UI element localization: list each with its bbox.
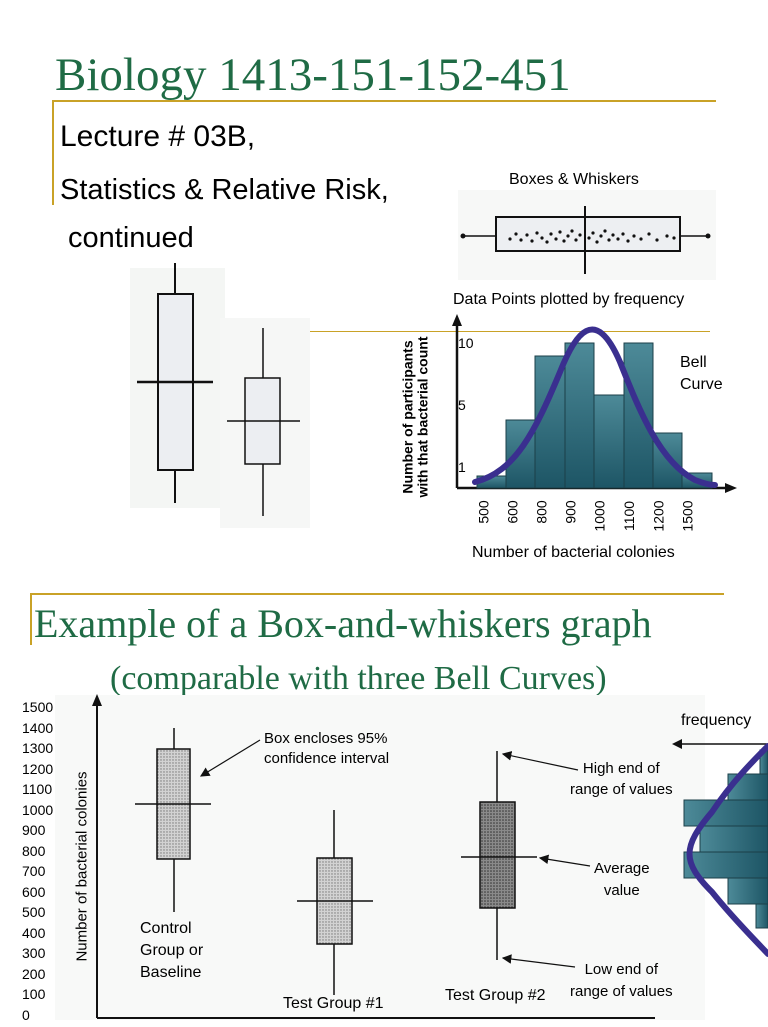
boxplot-ytick: 1200 — [22, 761, 67, 782]
annotation-confidence-interval: Box encloses 95% confidence interval — [264, 729, 389, 769]
histogram-x-axis-label: Number of bacterial colonies — [472, 544, 675, 562]
mini-box-whisker-plot — [458, 190, 716, 280]
group-label-test1: Test Group #1 — [283, 995, 384, 1013]
lecture-topic: Statistics & Relative Risk, — [60, 174, 389, 207]
hist-xtick: 800 — [534, 500, 550, 523]
boxplot-ytick: 900 — [22, 822, 67, 843]
hist-x-ticks: 500 600 800 900 1000 1100 1200 1500 — [470, 492, 730, 542]
slide2-top-rule — [30, 593, 724, 595]
boxes-whiskers-label: Boxes & Whiskers — [509, 171, 639, 189]
boxplot-ytick: 100 — [22, 986, 67, 1007]
hist-xtick: 900 — [563, 500, 579, 523]
title-left-rule — [52, 100, 54, 205]
boxplot-y-ticks: 1500 1400 1300 1200 1100 1000 900 800 70… — [22, 699, 67, 1027]
hist-xtick: 1200 — [651, 500, 667, 531]
boxplot-ytick: 500 — [22, 904, 67, 925]
boxplot-ytick: 400 — [22, 925, 67, 946]
hist-xtick: 600 — [505, 500, 521, 523]
slide1-title: Biology 1413-151-152-451 — [55, 48, 571, 102]
boxplot-ytick: 1000 — [22, 802, 67, 823]
hist-xtick: 1100 — [621, 501, 637, 531]
annotation-average: Average value — [594, 858, 650, 902]
hist-ytick-5: 5 — [458, 397, 466, 413]
lecture-topic-continued: continued — [68, 222, 194, 255]
hist-xtick: 500 — [476, 500, 492, 523]
bell-curve-label: Bell Curve — [680, 352, 723, 396]
hist-ytick-1: 1 — [458, 459, 466, 475]
faded-boxplot-illustration — [125, 258, 315, 528]
boxplot-ytick: 1100 — [22, 781, 67, 802]
frequency-label: frequency — [681, 712, 751, 730]
group-label-control: Control Group or Baseline — [140, 918, 203, 984]
annotation-high-end: High end of range of values — [570, 758, 673, 800]
boxplot-ytick: 1300 — [22, 740, 67, 761]
hist-xtick: 1000 — [592, 500, 608, 531]
boxplot-ytick: 1400 — [22, 720, 67, 741]
boxplot-ytick: 800 — [22, 843, 67, 864]
frequency-plot-label: Data Points plotted by frequency — [453, 291, 684, 309]
lecture-number: Lecture # 03B, — [60, 120, 255, 154]
slide2-title: Example of a Box-and-whiskers graph — [34, 600, 652, 647]
histogram-y-axis-label: Number of participants with that bacteri… — [395, 320, 435, 505]
boxplot-ytick: 1500 — [22, 699, 67, 720]
title-underline — [52, 100, 716, 102]
annotation-low-end: Low end of range of values — [570, 959, 673, 1003]
boxplot-ytick: 300 — [22, 945, 67, 966]
side-bell-histogram — [672, 732, 768, 972]
hist-ytick-10: 10 — [458, 335, 474, 351]
boxplot-ytick: 600 — [22, 884, 67, 905]
boxplot-ytick: 700 — [22, 863, 67, 884]
slide2-left-rule — [30, 593, 32, 645]
hist-xtick: 1500 — [680, 500, 696, 531]
group-label-test2: Test Group #2 — [445, 987, 546, 1005]
boxplot-ytick: 200 — [22, 966, 67, 987]
